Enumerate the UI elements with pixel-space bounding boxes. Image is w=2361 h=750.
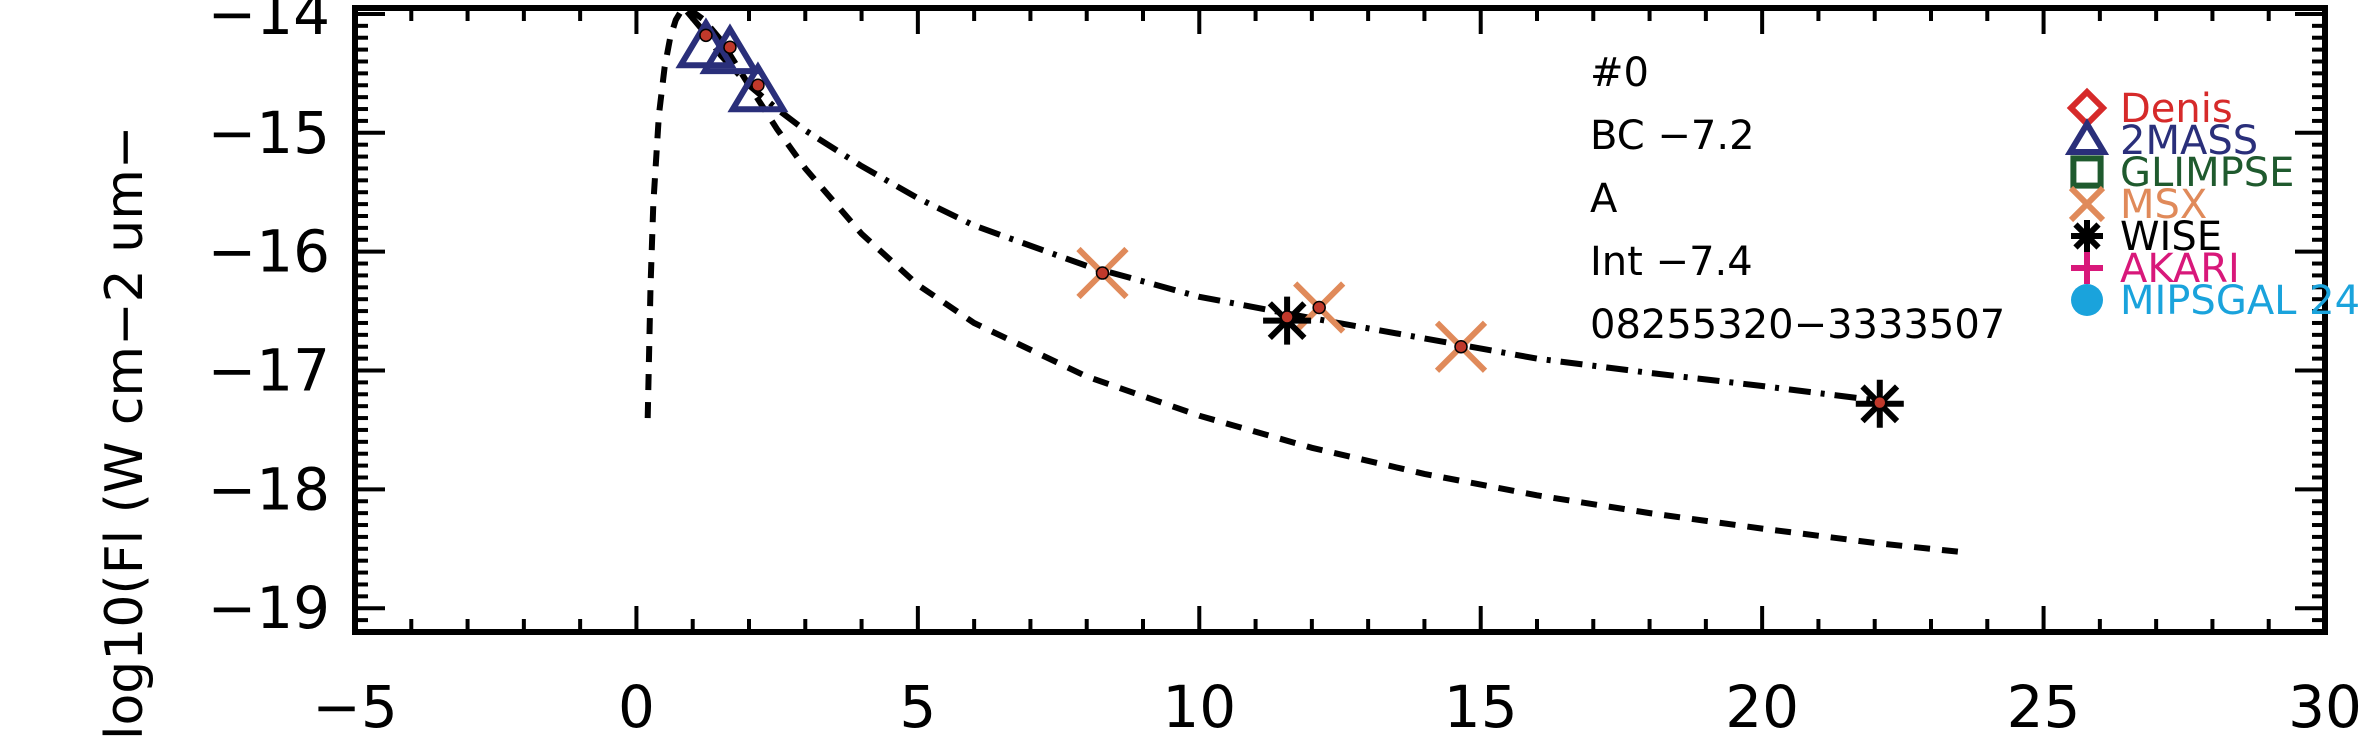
legend-label-msx: MSX xyxy=(2120,182,2207,228)
y-tick-labels: −14 −15 −16 −17 −18 −19 xyxy=(208,0,330,642)
annotation-text: 08255320−3333507 xyxy=(1590,302,2005,348)
legend-marker-glimpse xyxy=(2070,155,2104,189)
model-curves xyxy=(644,8,1966,556)
annotation-text: A xyxy=(1590,176,1618,222)
legend-label-wise: WISE xyxy=(2120,214,2222,260)
data-dot xyxy=(1312,300,1326,315)
legend-marker-msx xyxy=(2068,185,2106,223)
x-tick-label: 30 xyxy=(2288,673,2361,741)
legend-label-glimpse: GLIMPSE xyxy=(2120,150,2294,196)
marker-2mass xyxy=(727,61,789,113)
annotation-text: BC −7.2 xyxy=(1590,113,1755,159)
y-tick-label: −15 xyxy=(208,99,330,167)
legend-marker-akari xyxy=(2071,252,2103,284)
y-tick-label: −19 xyxy=(208,574,330,642)
data-dot xyxy=(1454,339,1468,354)
data-dot xyxy=(1280,310,1294,324)
legend-label-2mass: 2MASS xyxy=(2120,118,2258,164)
model-curve-dashed xyxy=(644,8,1966,556)
x-tick-labels: −5 0 5 10 15 20 25 30 xyxy=(312,673,2361,741)
x-tick-label: −5 xyxy=(312,673,398,741)
data-dot xyxy=(1873,395,1887,410)
x-tick-label: 25 xyxy=(2007,673,2081,741)
legend-label-mipsgal-24: MIPSGAL 24 xyxy=(2120,278,2360,324)
x-tick-label: 20 xyxy=(1725,673,1799,741)
data-dot xyxy=(699,28,713,43)
legend-label-akari: AKARI xyxy=(2120,246,2240,292)
y-axis-label: log10(Fl (W cm−2 um− xyxy=(95,126,155,740)
x-tick-label: 10 xyxy=(1162,673,1236,741)
legend-marker-mipsgal-24 xyxy=(2071,284,2103,316)
data-dot xyxy=(751,78,765,93)
legend-label-denis: Denis xyxy=(2120,86,2233,132)
model-curve-dashdot xyxy=(684,9,1876,404)
annotation-text: Int −7.4 xyxy=(1590,239,1753,285)
legend-marker-wise xyxy=(2071,220,2103,252)
annotations: #0 BC −7.2 A Int −7.4 08255320−3333507 xyxy=(1590,50,2005,348)
marker-2mass xyxy=(699,23,761,75)
y-tick-label: −14 xyxy=(208,0,330,48)
y-tick-label: −18 xyxy=(208,455,330,523)
y-tick-label: −16 xyxy=(208,218,330,286)
data-dots xyxy=(699,28,1887,410)
data-markers xyxy=(675,17,1904,428)
x-tick-label: 15 xyxy=(1444,673,1518,741)
plot-frame xyxy=(352,5,2328,635)
minor-ticks xyxy=(355,8,2325,634)
y-tick-label: −17 xyxy=(208,337,330,405)
major-ticks xyxy=(353,8,2327,632)
x-tick-label: 0 xyxy=(618,673,655,741)
x-tick-label: 5 xyxy=(899,673,936,741)
data-dot xyxy=(723,40,737,54)
annotation-text: #0 xyxy=(1590,50,1649,96)
legend-marker-2mass xyxy=(2064,118,2110,155)
data-dot xyxy=(1095,266,1110,280)
